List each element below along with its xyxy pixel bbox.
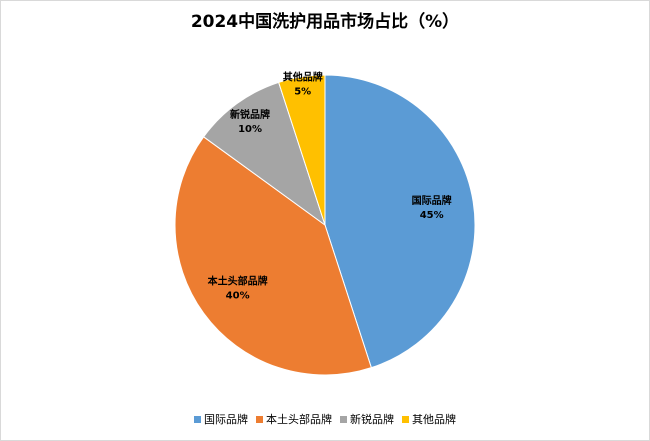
data-label-name: 国际品牌 <box>412 194 452 207</box>
pie-slice <box>174 136 372 376</box>
legend-swatch <box>194 416 201 423</box>
data-label-name: 其他品牌 <box>283 70 323 83</box>
pie-slice <box>278 74 326 226</box>
data-label-value: 5% <box>294 86 311 97</box>
legend-label: 国际品牌 <box>204 412 248 426</box>
pie-slice <box>202 81 326 227</box>
data-label-value: 45% <box>420 210 444 221</box>
data-label-name: 新锐品牌 <box>230 108 270 121</box>
legend-swatch <box>256 416 263 423</box>
legend-label: 其他品牌 <box>412 412 456 426</box>
legend-label: 新锐品牌 <box>350 412 394 426</box>
legend-swatch <box>402 416 409 423</box>
data-label-value: 40% <box>226 290 250 301</box>
legend-label: 本土头部品牌 <box>266 412 332 426</box>
pie-slice <box>324 74 476 369</box>
data-label-value: 10% <box>238 124 262 135</box>
data-label-name: 本土头部品牌 <box>208 274 268 287</box>
chart-title: 2024中国洗护用品市场占比（%） <box>191 11 459 32</box>
legend: 国际品牌 本土头部品牌 新锐品牌 其他品牌 <box>194 412 456 426</box>
legend-swatch <box>340 416 347 423</box>
